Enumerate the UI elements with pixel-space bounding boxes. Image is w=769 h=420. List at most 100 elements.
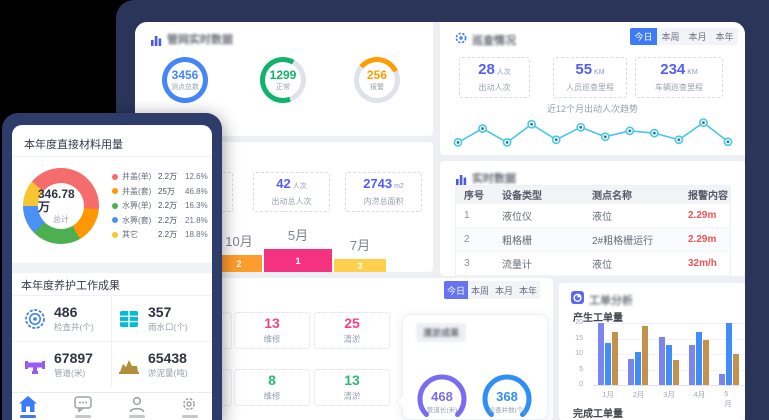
donut-label: 正常 [276, 83, 290, 91]
maintenance-panel-title: 本年度养护工作成果 [21, 280, 120, 292]
stat-label: 人员巡查里程 [566, 82, 614, 92]
phone-bottom-nav [12, 392, 212, 420]
stat-label: 检查井(个) [54, 322, 94, 332]
panel-workorder-title: 工单分析 [589, 295, 633, 307]
nav-label-stub [129, 415, 145, 418]
stat-label: 维修 [263, 334, 281, 344]
x-axis-month-label: 3月 [663, 390, 675, 399]
pie-badge-icon [571, 291, 584, 309]
stat-unit: m2 [392, 183, 404, 190]
bar-4月 [688, 344, 695, 385]
maintenance-stat: 65438 淤泥量(吨) [112, 343, 204, 387]
stat-label: 雨水口(个) [148, 322, 188, 332]
table-cell: 流量计 [502, 260, 532, 271]
tab-本年[interactable]: 本年 [518, 285, 537, 296]
stat-label: 管道(米) [54, 368, 86, 378]
donut-value: 256 [366, 67, 388, 82]
x-axis-month-label: 4月 [693, 390, 706, 399]
legend-dot [112, 173, 118, 180]
maintenance-stat-text: 486 检查井(个) [54, 305, 94, 333]
legend-value: 2.2万 [158, 172, 178, 181]
podium-bar: 2 [216, 255, 262, 272]
bar-1月 [597, 323, 604, 385]
podium-bar: 1 [264, 249, 332, 272]
y-axis-tick-label: 10 [575, 350, 583, 357]
stat-value: 234 KM [660, 60, 698, 78]
material-donut-chart: 346.78万 总计 [23, 168, 99, 244]
panel-network-realtime: 管网实时数据 3456 测点总数 1299 正常 256 报警 [135, 22, 433, 136]
legend-value: 25万 [158, 186, 175, 196]
bar-2月 [635, 352, 642, 385]
realtime-alarm-table: 序号 设备类型 测点名称 报警内容 1 液位仪 液位 2.29m 2 粗格栅 2#粗格栅运行 2.29… [455, 185, 731, 277]
tab-本月[interactable]: 本月 [688, 32, 707, 42]
material-total-label: 总计 [53, 214, 69, 224]
bar-3月 [658, 336, 665, 385]
x-axis-month-label: 1月 [602, 390, 615, 399]
legend-percent: 16.3% [185, 201, 208, 210]
patrol-stat-box: 28 人次 出动人次 [459, 57, 530, 98]
table-header-row: 序号 设备类型 测点名称 报警内容 [456, 186, 730, 204]
bar-3月 [665, 344, 672, 385]
tab-本周[interactable]: 本周 [661, 32, 680, 42]
legend-item: 井盖(套) 25万 46.8% [112, 186, 208, 197]
legend-name: 水箅(套) [122, 215, 152, 225]
bar-4月 [695, 332, 702, 385]
stat-value: 28 人次 [478, 60, 511, 78]
dredge-card-title: 清淤成果 [416, 323, 467, 342]
stat-unit: KM [592, 68, 605, 76]
maintenance-stat-text: 357 雨水口(个) [148, 305, 188, 333]
bar-3月 [672, 360, 679, 385]
bar-4月 [702, 340, 709, 385]
maintenance-stat: 357 雨水口(个) [112, 297, 204, 341]
material-total-value: 346.78万 [38, 186, 75, 214]
patrol-stat-box: 234 KM 车辆巡查里程 [635, 57, 723, 98]
legend-item: 井盖(单) 2.2万 12.6% [112, 171, 208, 182]
stat-label: 出动总人次 [271, 197, 312, 206]
user-icon[interactable] [127, 396, 147, 413]
chart1-title: 产生工单量 [573, 313, 623, 324]
podium-month-label: 10月 [225, 234, 253, 249]
legend-dot [112, 202, 118, 209]
table-cell: 2 [464, 234, 470, 245]
gear-badge-icon [455, 31, 467, 49]
legend-name: 其它 [122, 230, 138, 239]
tab-本月[interactable]: 本月 [494, 285, 513, 296]
ops-stat-box: 13 清淤 [314, 369, 390, 406]
table-cell: 2#粗格栅运行 [592, 236, 654, 247]
y-axis-tick-label: 20 [575, 319, 583, 326]
panel-realtime-header: 实时数据 [455, 170, 516, 186]
podium-month-label: 5月 [287, 228, 309, 243]
panel-patrol: 巡查情况 今日 本周 本月 本年 28 人次 出动人次 55 KM 人员巡查里程 234 KM… [440, 22, 745, 155]
donut-center: 1299 正常 [265, 62, 301, 98]
tab-今日[interactable]: 今日 [444, 281, 468, 299]
chat-icon[interactable] [73, 396, 93, 414]
donut-value: 1299 [269, 67, 297, 82]
dredge-result-card: 清淤成果 468 管道长(米) 368 检查井数(个) [396, 314, 548, 420]
maintenance-stat: 486 检查井(个) [18, 297, 110, 341]
stat-label: 淤泥量(吨) [148, 368, 188, 378]
home-icon[interactable] [18, 396, 38, 412]
tab-本周[interactable]: 本周 [470, 285, 489, 296]
nav-label-stub [182, 415, 198, 418]
stat-value: 65438 [148, 350, 187, 366]
gridline [593, 385, 745, 386]
ops-stat-box: 25 清淤 [314, 312, 390, 349]
table-cell: 2.29m [688, 234, 717, 245]
bar-2月 [642, 326, 649, 385]
table-row: 2 粗格栅 2#粗格栅运行 2.29m [456, 228, 730, 252]
podium-month-label: 7月 [349, 238, 371, 253]
tab-今日[interactable]: 今日 [630, 28, 657, 45]
trend-chart-title: 近12个月出动人次趋势 [546, 104, 638, 114]
stat-value: 25 [344, 315, 360, 331]
panel-network-title: 管网实时数据 [167, 34, 233, 46]
table-cell: 2.29m [688, 210, 717, 221]
nav-label-stub [20, 415, 36, 418]
legend-value: 2.2万 [158, 230, 178, 239]
gear-icon[interactable] [180, 396, 200, 412]
donut-center: 3456 测点总数 [167, 62, 203, 98]
stat-unit: 人次 [290, 183, 307, 190]
panel-workorder: 工单分析 产生工单量 20 15 10 5 0 1月 2月 3月 4月 5月 完成工单量 [559, 283, 745, 420]
donut-label: 测点总数 [171, 83, 199, 91]
stat-value: 2743 m2 [363, 176, 404, 191]
tab-本年[interactable]: 本年 [715, 32, 734, 42]
